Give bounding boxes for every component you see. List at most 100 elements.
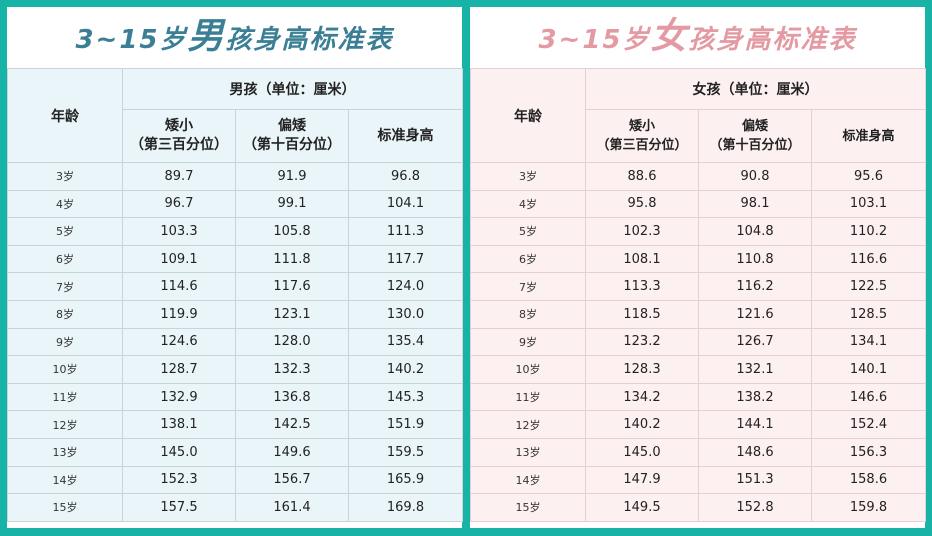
standard-cell: 128.5 xyxy=(810,299,927,329)
standard-cell: 159.8 xyxy=(810,493,927,522)
age-cell: 15岁 xyxy=(7,493,123,522)
girls-col-short-line2: （第三百分位） xyxy=(596,138,688,153)
girls-col-lower-line2: （第十百分位） xyxy=(709,138,801,153)
short-cell: 145.0 xyxy=(585,437,699,467)
lower-cell: 161.4 xyxy=(235,493,349,522)
standard-cell: 159.5 xyxy=(347,437,464,467)
lower-cell: 132.3 xyxy=(235,355,349,384)
table-row: 9岁 124.6 128.0 135.4 xyxy=(7,327,464,357)
table-row: 7岁 114.6 117.6 124.0 xyxy=(7,272,464,301)
table-row: 15岁 157.5 161.4 169.8 xyxy=(7,493,464,522)
lower-cell: 99.1 xyxy=(235,189,349,219)
table-row: 13岁 145.0 149.6 159.5 xyxy=(7,437,464,467)
boys-height-table: 年龄 男孩（单位：厘米） 矮小 （第三百分位） 偏矮 （第十百分位） 标准身高 3岁… xyxy=(7,68,464,522)
lower-cell: 136.8 xyxy=(235,382,349,412)
short-cell: 113.3 xyxy=(585,272,699,301)
standard-cell: 104.1 xyxy=(347,189,464,219)
girls-col-short: 矮小 （第三百分位） xyxy=(585,109,699,163)
age-cell: 4岁 xyxy=(470,189,586,219)
table-row: 6岁 109.1 111.8 117.7 xyxy=(7,244,464,274)
boys-col-short: 矮小 （第三百分位） xyxy=(122,109,236,163)
short-cell: 132.9 xyxy=(122,382,236,412)
table-row: 3岁 88.6 90.8 95.6 xyxy=(470,162,927,191)
short-cell: 124.6 xyxy=(122,327,236,357)
boys-group-header: 男孩（单位：厘米） xyxy=(121,68,464,110)
standard-cell: 116.6 xyxy=(810,244,927,274)
standard-cell: 134.1 xyxy=(810,327,927,357)
short-cell: 140.2 xyxy=(585,410,699,439)
boys-col-lower-line2: （第十百分位） xyxy=(243,137,341,153)
table-row: 14岁 152.3 156.7 165.9 xyxy=(7,465,464,495)
table-row: 12岁 140.2 144.1 152.4 xyxy=(470,410,927,439)
boys-title-big: 男 xyxy=(187,16,226,57)
short-cell: 114.6 xyxy=(122,272,236,301)
table-row: 7岁 113.3 116.2 122.5 xyxy=(470,272,927,301)
age-cell: 3岁 xyxy=(7,162,123,191)
girls-panel: 3~15岁女孩身高标准表 年龄 女孩（单位：厘米） 矮小 （第三百分位） 偏矮 （第… xyxy=(470,7,927,528)
standard-cell: 158.6 xyxy=(810,465,927,495)
boys-col-short-line2: （第三百分位） xyxy=(130,137,228,153)
table-row: 5岁 103.3 105.8 111.3 xyxy=(7,217,464,246)
age-cell: 14岁 xyxy=(7,465,123,495)
short-cell: 103.3 xyxy=(122,217,236,246)
short-cell: 145.0 xyxy=(122,437,236,467)
girls-age-header: 年龄 xyxy=(470,68,586,163)
boys-title-prefix: 3~15岁 xyxy=(75,25,188,55)
age-cell: 14岁 xyxy=(470,465,586,495)
girls-col-short-line1: 矮小 xyxy=(628,119,655,134)
short-cell: 95.8 xyxy=(585,189,699,219)
standard-cell: 169.8 xyxy=(347,493,464,522)
lower-cell: 121.6 xyxy=(698,299,812,329)
table-row: 9岁 123.2 126.7 134.1 xyxy=(470,327,927,357)
boys-col-lower: 偏矮 （第十百分位） xyxy=(235,109,349,163)
lower-cell: 117.6 xyxy=(235,272,349,301)
table-row: 11岁 134.2 138.2 146.6 xyxy=(470,382,927,412)
standard-cell: 145.3 xyxy=(347,382,464,412)
lower-cell: 123.1 xyxy=(235,299,349,329)
age-cell: 15岁 xyxy=(470,493,586,522)
short-cell: 108.1 xyxy=(585,244,699,274)
lower-cell: 126.7 xyxy=(698,327,812,357)
age-cell: 11岁 xyxy=(7,382,123,412)
boys-age-header: 年龄 xyxy=(7,68,123,163)
lower-cell: 138.2 xyxy=(698,382,812,412)
boys-panel: 3~15岁男孩身高标准表 年龄 男孩（单位：厘米） 矮小 （第三百分位） 偏矮 （第… xyxy=(7,7,464,528)
short-cell: 128.7 xyxy=(122,355,236,384)
table-row: 10岁 128.3 132.1 140.1 xyxy=(470,355,927,384)
lower-cell: 128.0 xyxy=(235,327,349,357)
short-cell: 149.5 xyxy=(585,493,699,522)
age-cell: 13岁 xyxy=(470,437,586,467)
standard-cell: 124.0 xyxy=(347,272,464,301)
standard-cell: 95.6 xyxy=(810,162,927,191)
boys-col-lower-line1: 偏矮 xyxy=(278,118,306,134)
standard-cell: 110.2 xyxy=(810,217,927,246)
lower-cell: 104.8 xyxy=(698,217,812,246)
age-cell: 6岁 xyxy=(7,244,123,274)
age-cell: 10岁 xyxy=(7,355,123,384)
standard-cell: 152.4 xyxy=(810,410,927,439)
age-cell: 12岁 xyxy=(7,410,123,439)
table-row: 4岁 95.8 98.1 103.1 xyxy=(470,189,927,219)
table-row: 3岁 89.7 91.9 96.8 xyxy=(7,162,464,191)
girls-title-big: 女 xyxy=(650,16,689,57)
standard-cell: 140.2 xyxy=(347,355,464,384)
lower-cell: 142.5 xyxy=(235,410,349,439)
lower-cell: 152.8 xyxy=(698,493,812,522)
short-cell: 89.7 xyxy=(122,162,236,191)
girls-title: 3~15岁女孩身高标准表 xyxy=(470,7,925,67)
table-row: 11岁 132.9 136.8 145.3 xyxy=(7,382,464,412)
short-cell: 102.3 xyxy=(585,217,699,246)
age-cell: 12岁 xyxy=(470,410,586,439)
boys-col-standard: 标准身高 xyxy=(347,109,464,163)
short-cell: 134.2 xyxy=(585,382,699,412)
lower-cell: 91.9 xyxy=(235,162,349,191)
table-row: 14岁 147.9 151.3 158.6 xyxy=(470,465,927,495)
lower-cell: 110.8 xyxy=(698,244,812,274)
lower-cell: 105.8 xyxy=(235,217,349,246)
girls-height-table: 年龄 女孩（单位：厘米） 矮小 （第三百分位） 偏矮 （第十百分位） 标准身高 3岁… xyxy=(470,68,927,522)
table-row: 12岁 138.1 142.5 151.9 xyxy=(7,410,464,439)
standard-cell: 111.3 xyxy=(347,217,464,246)
short-cell: 147.9 xyxy=(585,465,699,495)
girls-col-lower-line1: 偏矮 xyxy=(741,119,768,134)
age-cell: 9岁 xyxy=(470,327,586,357)
